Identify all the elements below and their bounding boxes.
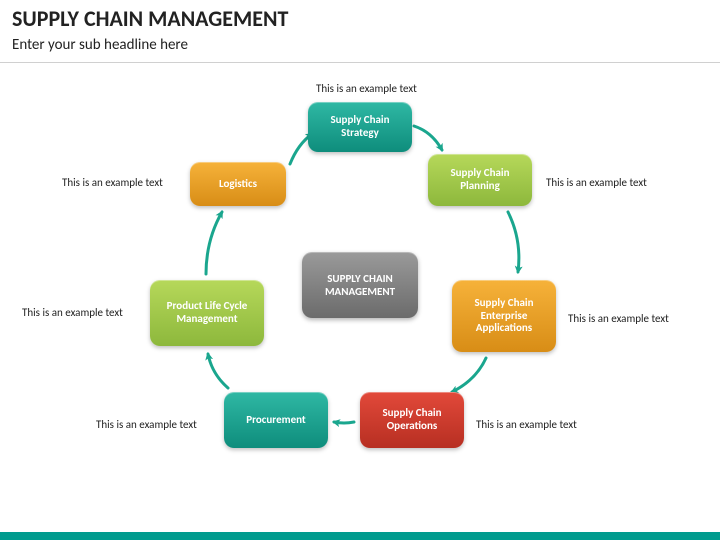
slide-title: SUPPLY CHAIN MANAGEMENT (12, 5, 288, 32)
caption-enterprise: This is an example text (568, 312, 669, 325)
caption-operations: This is an example text (476, 418, 577, 431)
cycle-node-label: Supply Chain Strategy (314, 114, 406, 139)
caption-logistics: This is an example text (62, 176, 163, 189)
cycle-diagram: SUPPLY CHAIN MANAGEMENT Supply Chain Str… (0, 62, 720, 528)
slide-subtitle: Enter your sub headline here (12, 36, 188, 54)
cycle-node-enterprise: Supply Chain Enterprise Applications (452, 280, 556, 352)
cycle-node-label: Logistics (219, 178, 257, 191)
cycle-node-operations: Supply Chain Operations (360, 392, 464, 448)
cycle-arrow (452, 358, 486, 392)
cycle-node-label: Procurement (246, 414, 305, 427)
cycle-arrow (414, 126, 442, 150)
cycle-node-label: Supply Chain Enterprise Applications (458, 297, 550, 335)
center-node: SUPPLY CHAIN MANAGEMENT (302, 252, 418, 318)
cycle-arrow (334, 422, 354, 423)
cycle-node-strategy: Supply Chain Strategy (308, 102, 412, 152)
cycle-arrow (206, 212, 222, 274)
cycle-arrow (208, 354, 228, 388)
caption-procurement: This is an example text (96, 418, 197, 431)
caption-strategy: This is an example text (316, 82, 417, 95)
cycle-node-procurement: Procurement (224, 392, 328, 448)
cycle-node-plm: Product Life Cycle Management (150, 280, 264, 346)
center-node-label: SUPPLY CHAIN MANAGEMENT (302, 272, 418, 298)
caption-plm: This is an example text (22, 306, 123, 319)
cycle-node-planning: Supply Chain Planning (428, 154, 532, 206)
cycle-node-logistics: Logistics (190, 162, 286, 206)
cycle-node-label: Product Life Cycle Management (156, 300, 258, 325)
footer-bar (0, 532, 720, 540)
cycle-node-label: Supply Chain Planning (434, 167, 526, 192)
caption-planning: This is an example text (546, 176, 647, 189)
cycle-node-label: Supply Chain Operations (366, 407, 458, 432)
cycle-arrow (508, 212, 519, 272)
slide: { "header": { "title": "SUPPLY CHAIN MAN… (0, 0, 720, 540)
